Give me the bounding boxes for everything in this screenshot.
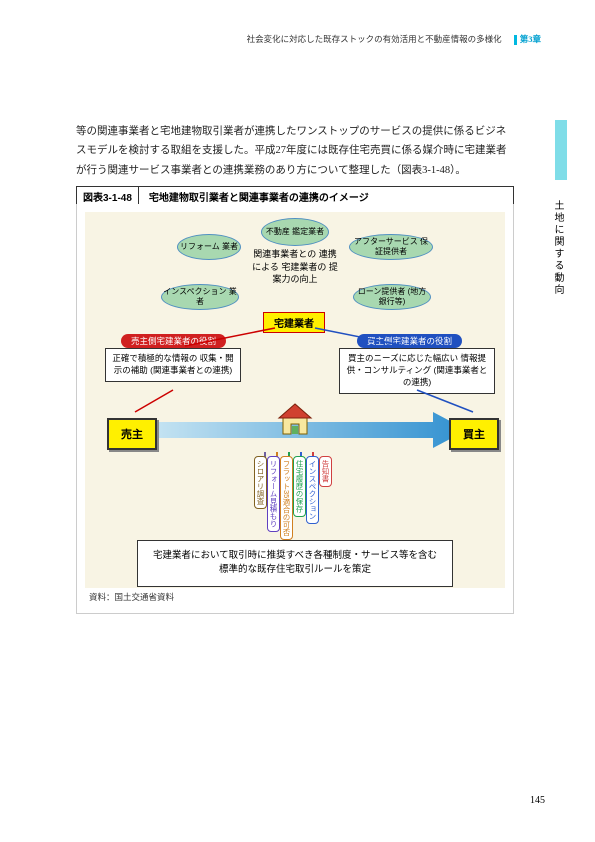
buyer-role-box: 買主のニーズに応じた幅広い 情報提供・コンサルティング (関連事業者との連携): [339, 348, 495, 394]
body-paragraph: 等の関連事業者と宅地建物取引業者が連携したワンストップのサービスの提供に係るビジ…: [76, 122, 514, 180]
oval-inspection: インスペクション 業者: [161, 284, 239, 310]
page-number: 145: [530, 795, 545, 806]
center-text: 関連事業者との 連携による 宅建業者の 提案力の向上: [249, 248, 341, 286]
page-header: 社会変化に対応した既存ストックの有効活用と不動産情報の多様化 第3章: [247, 32, 545, 46]
figure-source: 資料：国土交通省資料: [89, 591, 174, 603]
chapter-badge: 第3章: [510, 32, 545, 46]
sidebar-section-label: 土地に関する動向: [550, 200, 565, 296]
seller-box: 売主: [107, 418, 157, 450]
header-breadcrumb: 社会変化に対応した既存ストックの有効活用と不動産情報の多様化: [247, 34, 502, 44]
buyer-role-label: 買主側宅建業者の役割: [357, 334, 462, 348]
vertical-label: シロアリ調査: [254, 456, 267, 509]
oval-loan: ローン提供者 (地方銀行等): [353, 284, 431, 310]
seller-role-box: 正確で積極的な情報の 収集・開示の補助 (関連事業者との連携): [105, 348, 241, 382]
house-icon: [277, 402, 313, 442]
oval-appraiser: 不動産 鑑定業者: [261, 218, 329, 246]
seller-role-label: 売主側宅建業者の役割: [121, 334, 226, 348]
oval-afterservice: アフターサービス 保証提供者: [349, 234, 433, 260]
diagram-canvas: 不動産 鑑定業者 リフォーム 業者 アフターサービス 保証提供者 インスペクショ…: [85, 212, 505, 588]
diagram-container: 不動産 鑑定業者 リフォーム 業者 アフターサービス 保証提供者 インスペクショ…: [76, 204, 514, 614]
takken-box: 宅建業者: [263, 312, 325, 333]
vertical-label: インスペクション: [306, 456, 319, 524]
vertical-label: 住宅履歴の保存: [293, 456, 306, 517]
side-tab: [555, 120, 567, 180]
buyer-box: 買主: [449, 418, 499, 450]
vertical-label: フラット35適合の可否: [280, 456, 293, 540]
oval-reform: リフォーム 業者: [177, 234, 241, 260]
vertical-label: リフォーム見積もり: [267, 456, 280, 532]
bottom-rule-box: 宅建業者において取引時に推奨すべき各種制度・サービス等を含む 標準的な既存住宅取…: [137, 540, 453, 587]
vertical-label: 告知書: [319, 456, 332, 487]
